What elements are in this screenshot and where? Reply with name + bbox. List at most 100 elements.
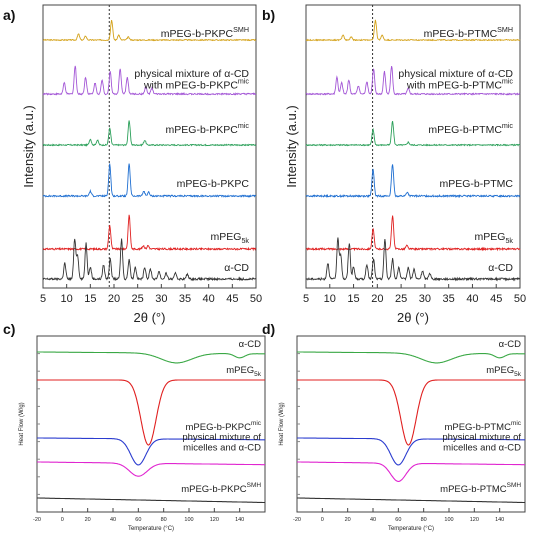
series-label: mPEG-b-PTMCmic [428,122,513,136]
x-tick-label: 20 [371,293,383,305]
x-tick-label: 140 [495,517,504,523]
series-line [37,379,265,446]
series-label: physical mixture of α-CD [398,68,513,80]
x-tick-label: 20 [345,517,351,523]
x-axis-label: 2θ (°) [134,310,166,325]
series-line [305,237,521,282]
x-tick-label: 35 [179,293,191,305]
series-label: mPEG-b-PTMCmic [444,420,521,433]
series-label: mPEG-b-PTMCSMH [424,26,513,40]
series-label: α-CD [499,339,522,350]
series-label: mPEG-b-PKPCmic [166,122,250,136]
series-line [305,65,521,96]
series-label: α-CD [224,262,249,274]
series-line [305,164,521,199]
series-label: mPEG5k [486,365,522,378]
x-tick-label: 40 [110,517,116,523]
series-line [42,20,257,42]
series-line [43,120,257,147]
x-tick-label: 40 [203,293,215,305]
x-tick-label: 25 [395,293,407,305]
x-tick-label: 45 [226,293,238,305]
x-tick-label: 15 [347,293,359,305]
y-axis-label: Intensity (a.u.) [284,105,299,187]
series-label: physical mixture of α-CD [134,68,249,80]
x-tick-label: 5 [303,293,309,305]
series-label: mPEG-b-PKPCSMH [161,26,249,40]
series-label: micelles and α-CD [183,443,261,454]
x-tick-label: 50 [514,293,526,305]
x-tick-label: 0 [321,517,324,523]
x-tick-label: 80 [421,517,427,523]
panel-d: d) -20 0 20 40 60 80 100 120 140 Temperature (°C) H… [262,321,526,532]
x-tick-label: 40 [466,293,478,305]
series-line [305,19,521,42]
series-line [42,65,257,96]
x-axis-label: Temperature (°C) [128,526,174,532]
x-tick-label: 30 [155,293,167,305]
x-tick-label: 50 [250,293,262,305]
series-label: mPEG5k [475,231,514,245]
panel-letter: c) [3,321,15,337]
x-tick-label: 5 [40,293,46,305]
series-label: mPEG-b-PTMCSMH [440,482,521,495]
series-label: α-CD [488,262,513,274]
x-tick-label: 100 [184,517,193,523]
series-label: mPEG-b-PTMC [440,178,514,190]
x-tick-label: 120 [210,517,219,523]
plot-frame [42,4,257,289]
series-line [297,497,525,504]
x-tick-label: 60 [135,517,141,523]
series-line [297,379,525,446]
series-line [37,497,265,504]
x-tick-label: 80 [161,517,167,523]
series-label: micelles and α-CD [443,443,521,454]
series-line [42,238,257,282]
x-tick-label: 35 [443,293,455,305]
x-tick-label: 15 [84,293,96,305]
x-tick-label: 30 [419,293,431,305]
panel-letter: d) [262,321,275,337]
series-line [305,215,521,252]
plot-frame [305,4,521,289]
y-axis-label: Heat Flow (W/g) [279,402,285,445]
series-line [42,214,257,252]
series-line [305,120,521,147]
x-tick-label: 0 [61,517,64,523]
y-axis-label: Intensity (a.u.) [21,105,36,187]
series-label: mPEG-b-PKPCSMH [181,482,261,495]
series-label: α-CD [239,339,262,350]
x-axis-label: 2θ (°) [397,310,429,325]
x-tick-label: 25 [132,293,144,305]
series-label: mPEG5k [226,365,262,378]
x-tick-label: 10 [324,293,336,305]
series-label: physical mixture of [182,432,261,443]
series-label: mPEG-b-PKPCmic [185,420,261,433]
x-tick-label: 60 [395,517,401,523]
series-line [297,351,525,364]
panel-letter: a) [3,7,15,23]
x-tick-label: 20 [85,517,91,523]
panel-b: b) 5 10 15 20 25 30 35 40 45 50 2θ (°) Intensity (a.… [262,4,526,325]
x-tick-label: 140 [235,517,244,523]
series-line [42,163,257,198]
series-line [297,461,525,482]
panel-a: a) 5 10 15 20 25 30 35 40 45 50 2θ (°) Intensity (a.… [3,4,262,325]
series-label: with mPEG-b-PKPCmic [143,78,249,92]
series-label: mPEG5k [211,231,250,245]
series-label: physical mixture of [442,432,521,443]
x-tick-label: 10 [61,293,73,305]
series-label: with mPEG-b-PTMCmic [406,78,514,92]
series-line [37,437,265,466]
x-tick-label: -20 [293,517,301,523]
x-tick-label: 20 [108,293,120,305]
panel-c: c) -20 0 20 40 60 80 100 120 140 Temperature (°C) H… [3,321,266,532]
panel-letter: b) [262,7,275,23]
series-line [37,461,265,477]
series-label: mPEG-b-PKPC [177,178,250,190]
series-line [297,437,525,466]
y-axis-label: Heat Flow (W/g) [19,402,25,445]
series-line [37,351,265,364]
x-tick-label: 120 [470,517,479,523]
